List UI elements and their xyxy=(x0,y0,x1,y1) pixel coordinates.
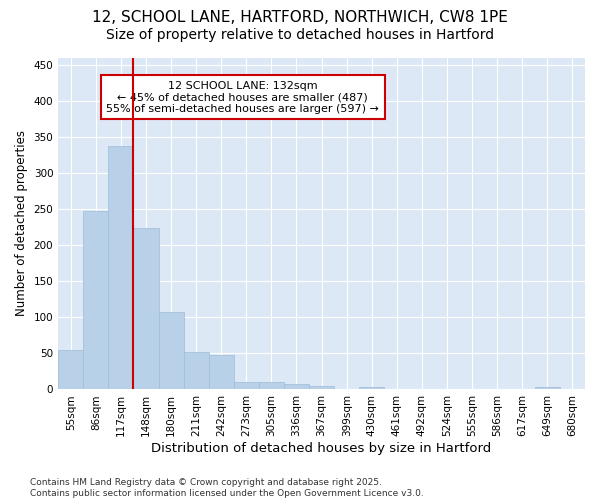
Bar xyxy=(158,312,184,390)
Bar xyxy=(209,355,234,390)
Bar xyxy=(284,384,309,390)
Bar xyxy=(234,382,259,390)
Text: 12 SCHOOL LANE: 132sqm
← 45% of detached houses are smaller (487)
55% of semi-de: 12 SCHOOL LANE: 132sqm ← 45% of detached… xyxy=(106,80,379,114)
Text: Contains HM Land Registry data © Crown copyright and database right 2025.
Contai: Contains HM Land Registry data © Crown c… xyxy=(30,478,424,498)
Bar xyxy=(58,350,83,390)
Bar xyxy=(535,388,560,390)
Bar xyxy=(133,228,158,390)
X-axis label: Distribution of detached houses by size in Hartford: Distribution of detached houses by size … xyxy=(151,442,492,455)
Text: Size of property relative to detached houses in Hartford: Size of property relative to detached ho… xyxy=(106,28,494,42)
Text: 12, SCHOOL LANE, HARTFORD, NORTHWICH, CW8 1PE: 12, SCHOOL LANE, HARTFORD, NORTHWICH, CW… xyxy=(92,10,508,25)
Bar xyxy=(259,382,284,390)
Y-axis label: Number of detached properties: Number of detached properties xyxy=(15,130,28,316)
Bar xyxy=(109,146,133,390)
Bar xyxy=(184,352,209,390)
Bar xyxy=(309,386,334,390)
Bar xyxy=(83,211,109,390)
Bar xyxy=(359,388,385,390)
